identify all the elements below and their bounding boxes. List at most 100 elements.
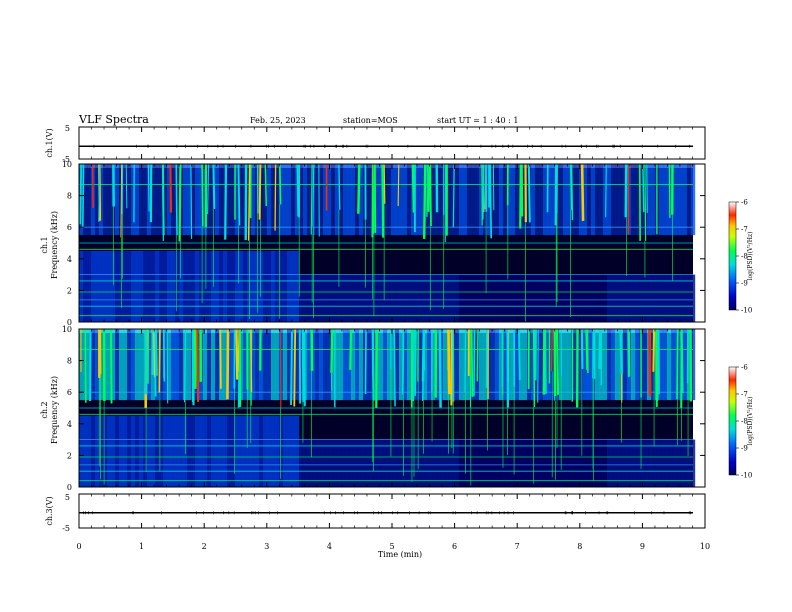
spectrogram-cell (367, 329, 372, 401)
spectrogram-cell (459, 439, 464, 487)
spectrogram-cell (83, 250, 88, 322)
spectrogram-cell (167, 329, 172, 401)
spectrogram-cell (423, 274, 428, 322)
spectrogram-cell (115, 415, 120, 487)
spectrogram-cell (215, 329, 220, 401)
ch1-voltage-panel: 5 -5 ch.1(V) (45, 124, 706, 164)
spectrogram-cell (503, 164, 508, 236)
sferic-burst (381, 163, 385, 238)
spectrogram-cell (531, 274, 536, 322)
spectrogram-cell (579, 164, 584, 236)
sferic-burst (427, 163, 431, 212)
spectrogram-cell (603, 164, 608, 236)
spectrogram-cell (663, 439, 668, 487)
spectrogram-cell (531, 329, 536, 401)
spectrogram-cell (423, 439, 428, 487)
spectrogram-cell (91, 329, 96, 401)
spectrogram-cell (143, 250, 148, 322)
spectrogram-cell (391, 274, 396, 322)
spectrogram-cell (471, 274, 476, 322)
spectrogram-cell (379, 439, 384, 487)
spectrogram-cell (567, 329, 572, 401)
sferic-burst (310, 163, 313, 235)
spectrogram-cell (191, 415, 196, 487)
ch3-voltage-panel: 5 -5 ch.3(V) (45, 493, 706, 533)
spectrogram-cell (243, 329, 248, 401)
sferic-burst (201, 163, 204, 227)
spectrogram-cell (211, 250, 216, 322)
sferic-burst (290, 328, 293, 406)
spectrogram-cell (475, 164, 480, 236)
spectrogram-cell (539, 329, 544, 401)
spectrogram-cell (647, 274, 652, 322)
spectrogram-cell (427, 439, 432, 487)
spectrogram-cell (511, 164, 516, 236)
spectrogram-cell (179, 415, 184, 487)
spectrogram-cell (547, 439, 552, 487)
spectrogram-cell (667, 274, 672, 322)
spectrogram-cell (591, 164, 596, 236)
spectrogram-cell (227, 164, 232, 236)
sferic-burst (183, 328, 187, 403)
spectrogram-cell (115, 329, 120, 401)
spectrogram-cell (275, 250, 280, 322)
spectrogram-cell (543, 439, 548, 487)
spectrogram-cell (351, 274, 356, 322)
sferic-burst (452, 163, 455, 228)
spectrogram-cell (283, 329, 288, 401)
spectrogram-cell (79, 415, 84, 487)
spectrogram-cell (123, 164, 128, 236)
spectrogram-cell (551, 439, 556, 487)
spectrogram-cell (395, 164, 400, 236)
spectrogram-cell (491, 329, 496, 401)
spectrogram-cell (399, 164, 404, 236)
spectrogram-cell (539, 164, 544, 236)
spectrogram-cell (403, 329, 408, 401)
spectrogram-cell (183, 164, 188, 236)
spectrogram-cell (203, 329, 208, 401)
spectrogram-cell (643, 439, 648, 487)
sferic-burst (542, 328, 546, 395)
spectrogram-cell (159, 415, 164, 487)
sferic-burst (162, 328, 166, 382)
spectrogram-cell (623, 329, 628, 401)
ch2-colorbar-label: log(PSD)(V²/Hz) (747, 397, 754, 446)
spectrogram-cell (255, 250, 260, 322)
spectrogram-cell (543, 274, 548, 322)
spectrogram-cell (183, 415, 188, 487)
spectrogram-cell (679, 439, 684, 487)
spectrogram-cell (503, 439, 508, 487)
time-axis-label: Time (min) (378, 550, 422, 559)
spectrogram-cell (259, 415, 264, 487)
y-tick-label: 6 (67, 223, 72, 232)
spectrogram-cell (547, 164, 552, 236)
spectrogram-cell (415, 329, 420, 401)
spectrogram-cell (663, 329, 668, 401)
spectrogram-cell (499, 274, 504, 322)
colorbar-tick-label: -8 (741, 253, 748, 261)
spectrogram-cell (659, 274, 664, 322)
spectrogram-cell (547, 274, 552, 322)
sferic-burst (598, 328, 602, 369)
spectrogram-cell (675, 439, 680, 487)
spectrogram-cell (439, 439, 444, 487)
spectrogram-cell (367, 439, 372, 487)
sferic-burst (605, 163, 607, 218)
spectrogram-cell (303, 274, 308, 322)
spectrogram-cell (599, 439, 604, 487)
spectrogram-cell (523, 329, 528, 401)
sferic-burst (264, 163, 268, 207)
spectrogram-cell (615, 439, 620, 487)
y-tick-label: 10 (62, 325, 72, 334)
spectrogram-cell (103, 250, 108, 322)
spectrogram-cell (99, 164, 104, 236)
sferic-burst (258, 163, 262, 220)
spectrogram-cell (531, 164, 536, 236)
spectrogram-cell (207, 164, 212, 236)
spectrogram-cell (403, 274, 408, 322)
spectrogram-cell (511, 274, 516, 322)
spectrogram-cell (331, 329, 336, 401)
spectrogram-cell (167, 164, 172, 236)
spectrogram-cell (583, 439, 588, 487)
spectrogram-cell (407, 164, 412, 236)
